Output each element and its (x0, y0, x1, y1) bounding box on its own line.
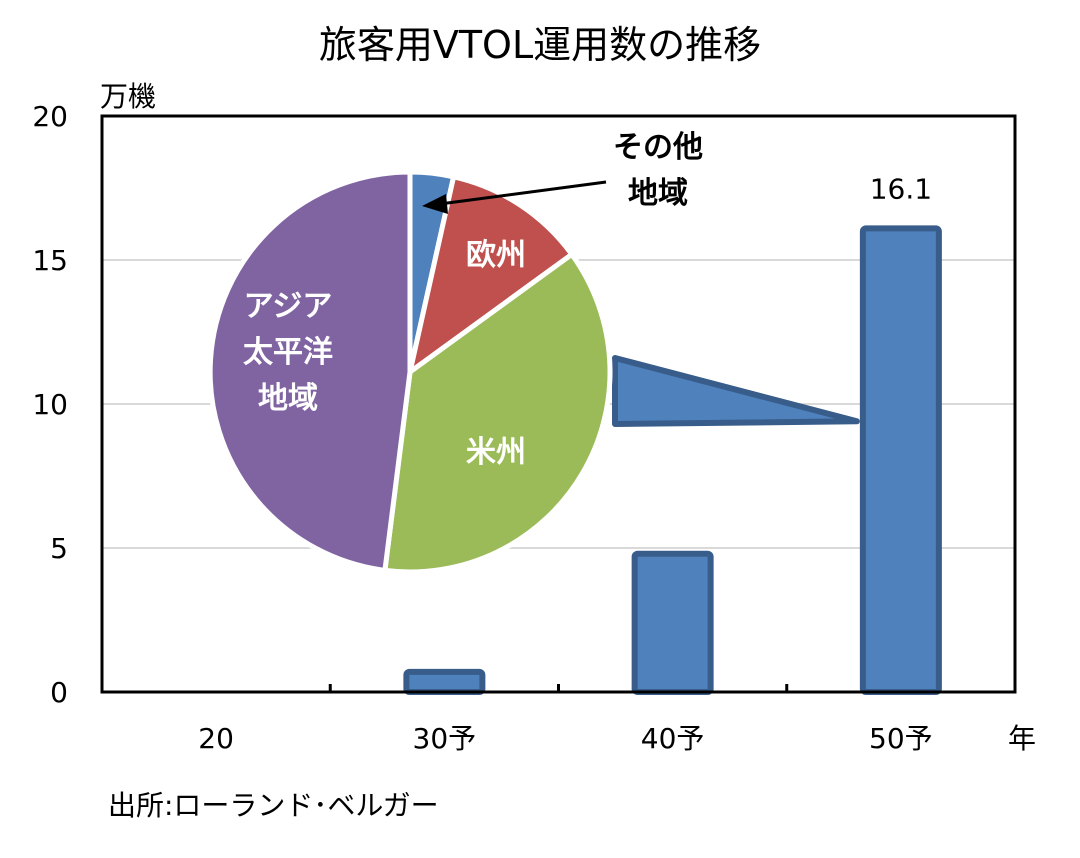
pie-slice (382, 250, 613, 575)
chart-title: 旅客用VTOL運用数の推移 (319, 23, 761, 67)
bars: 16.1 (403, 172, 942, 696)
x-tick-labels: 20 30予 40予 50予 (198, 722, 932, 755)
source-note: 出所:ローランド･ベルガー (108, 789, 439, 822)
y-tick-label: 0 (50, 676, 68, 709)
bar-50予 (859, 225, 942, 695)
x-tick-label: 40予 (641, 722, 705, 755)
pie-slice-label: 欧州 (466, 238, 526, 273)
y-tick-labels: 0 5 10 15 20 (32, 100, 68, 709)
bar-value-label: 16.1 (870, 172, 932, 205)
y-tick-label: 10 (32, 388, 68, 421)
y-tick-label: 5 (50, 532, 68, 565)
pie-slice (207, 169, 413, 574)
pie-label-arrowhead (422, 194, 448, 214)
x-tick-label: 30予 (413, 722, 477, 755)
pie-callout (612, 355, 860, 427)
bar-30予 (403, 668, 486, 696)
y-tick-label: 20 (32, 100, 68, 133)
inset-pie-chart (207, 169, 613, 575)
pie-slice-label: アジア太平洋地域 (243, 289, 333, 416)
y-axis-label: 万機 (100, 80, 156, 113)
pie-slice (406, 173, 576, 378)
pie-slice-label: 米州 (466, 435, 526, 470)
x-tick-label: 20 (198, 722, 234, 755)
pie-slice-label: その他地域 (613, 130, 703, 211)
pie-callout-wedge (612, 355, 860, 427)
plot-frame (100, 114, 1017, 694)
x-axis-label: 年 (1008, 722, 1036, 755)
x-tick-label: 50予 (869, 722, 933, 755)
y-tick-label: 15 (32, 244, 68, 277)
pie-label-arrow (439, 180, 607, 206)
bar-40予 (631, 550, 714, 696)
